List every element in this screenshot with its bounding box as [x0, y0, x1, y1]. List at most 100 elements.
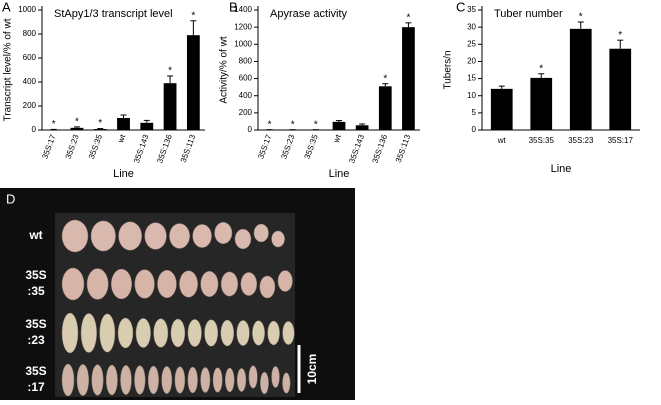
error-bar: [405, 23, 411, 27]
y-tick-label: 15: [467, 74, 476, 83]
y-tick-label: 600: [239, 74, 253, 83]
x-tick-label: 35S:113: [394, 133, 413, 164]
error-bar: [359, 124, 365, 125]
tuber: [188, 319, 202, 346]
tuber: [225, 368, 234, 392]
x-tick-label: 35S:17: [608, 136, 634, 145]
tuber: [171, 319, 185, 347]
row-label: wt: [28, 228, 42, 242]
y-tick-label: 0: [248, 125, 253, 134]
significance-marker: *: [406, 12, 410, 23]
y-tick-label: 30: [467, 22, 476, 31]
y-tick-label: 1000: [18, 5, 36, 14]
x-tick-label: 35S:35: [529, 136, 555, 145]
tuber: [148, 366, 158, 394]
tuber: [91, 221, 116, 251]
row-label: :35: [27, 284, 45, 298]
tuber: [62, 268, 84, 300]
tuber: [175, 367, 185, 394]
y-tick-label: 5: [472, 108, 477, 117]
tuber: [249, 366, 257, 389]
row-label: :17: [27, 380, 45, 394]
x-axis-label: Line: [113, 168, 134, 180]
x-tick-label: 35S:23: [64, 133, 81, 160]
significance-marker: *: [314, 119, 318, 130]
chart-title: Tuber number: [494, 8, 563, 20]
x-tick-label: 35S:35: [87, 133, 104, 160]
x-tick-label: 35S:136: [370, 133, 389, 165]
scale-bar-label: 10cm: [305, 354, 319, 385]
bar: [570, 29, 592, 130]
tuber: [272, 231, 285, 247]
y-tick-label: 0: [472, 125, 477, 134]
tuber: [87, 269, 108, 300]
bar: [71, 128, 84, 130]
tuber: [254, 224, 269, 242]
tuber: [92, 365, 103, 396]
y-tick-label: 1200: [234, 22, 252, 31]
y-tick-label: 800: [23, 29, 37, 38]
significance-marker: *: [75, 117, 79, 128]
significance-marker: *: [191, 10, 195, 21]
tuber: [100, 314, 115, 352]
tuber: [120, 365, 131, 394]
bar: [402, 27, 415, 130]
tuber: [221, 320, 234, 346]
tuber: [157, 270, 176, 298]
significance-marker: *: [383, 73, 387, 84]
tuber: [62, 313, 78, 353]
y-tick-label: 400: [23, 77, 37, 86]
x-tick-label: wt: [116, 133, 128, 145]
tuber: [213, 368, 222, 393]
tuber: [169, 224, 189, 249]
row-label: :23: [27, 333, 45, 347]
tuber: [111, 269, 131, 299]
tuber: [154, 319, 168, 348]
tuber: [62, 220, 88, 252]
bar: [491, 89, 513, 130]
bar: [117, 118, 130, 130]
error-bar: [190, 21, 196, 35]
x-tick-label: 35S:143: [347, 133, 366, 165]
y-tick-label: 10: [467, 91, 476, 100]
x-tick-label: wt: [497, 136, 507, 145]
tuber: [119, 222, 142, 250]
tuber: [135, 270, 155, 299]
y-tick-label: 1400: [234, 5, 252, 14]
tuber: [268, 321, 280, 345]
significance-marker: *: [98, 118, 102, 129]
tuber: [241, 272, 257, 295]
tuber: [134, 366, 145, 395]
bar: [379, 86, 392, 130]
tuber: [162, 366, 172, 393]
tuber: [221, 272, 238, 296]
x-tick-label: 35S:17: [256, 133, 273, 160]
bar: [140, 123, 153, 130]
x-axis-label: Line: [551, 163, 572, 175]
tuber: [260, 372, 268, 394]
tuber: [62, 364, 74, 396]
error-bar: [617, 40, 623, 49]
bar: [530, 78, 552, 130]
y-tick-label: 200: [239, 108, 253, 117]
bar: [609, 49, 631, 130]
bar: [164, 83, 177, 130]
y-tick-label: 0: [32, 125, 37, 134]
y-tick-label: 600: [23, 53, 37, 62]
bar: [187, 35, 200, 130]
significance-marker: *: [168, 66, 172, 77]
y-axis-label: Tubers/n: [443, 50, 454, 89]
tuber: [201, 367, 210, 392]
tuber: [81, 313, 97, 352]
x-tick-label: 35S:17: [40, 133, 57, 160]
y-tick-label: 1000: [234, 39, 252, 48]
significance-marker: *: [618, 30, 622, 41]
tuber: [278, 271, 292, 292]
significance-marker: *: [268, 119, 272, 130]
tuber: [205, 320, 218, 347]
error-bar: [121, 115, 127, 118]
bar: [356, 125, 369, 130]
y-tick-label: 20: [467, 57, 476, 66]
tuber: [118, 318, 133, 348]
